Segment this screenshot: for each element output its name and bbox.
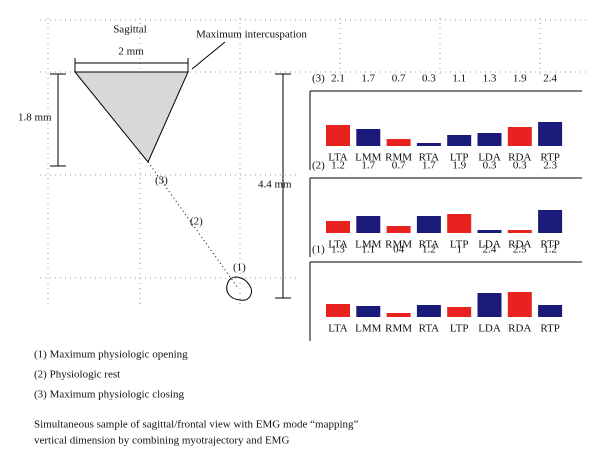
vertical-label: 4.4 mm: [258, 179, 292, 191]
category-label: LTA: [328, 323, 348, 335]
category-label: LTA: [328, 152, 348, 164]
value-label: 0.3: [483, 160, 497, 172]
panel-label: (2): [312, 160, 325, 172]
bar: [507, 127, 532, 146]
category-label: RMM: [385, 239, 412, 251]
width-label: 2 mm: [118, 46, 144, 58]
value-label: 1.2: [543, 244, 557, 256]
category-label: LMM: [355, 323, 382, 335]
category-label: RTP: [540, 239, 560, 251]
value-label: 0.7: [392, 73, 406, 85]
category-label: RTA: [419, 239, 440, 251]
caption: vertical dimension by combining myotraje…: [34, 435, 289, 447]
bar: [447, 307, 472, 317]
bar: [386, 226, 411, 233]
bar: [386, 139, 411, 146]
bar: [507, 292, 532, 317]
bar: [416, 216, 441, 233]
annotation: Maximum intercuspation: [196, 29, 307, 41]
value-label: 2.4: [543, 73, 557, 85]
category-label: RMM: [385, 152, 412, 164]
category-label: LTP: [450, 152, 469, 164]
value-label: 1.9: [452, 160, 466, 172]
value-label: 2.3: [543, 160, 557, 172]
point-label: (2): [190, 216, 203, 228]
bar: [326, 125, 350, 146]
value-label: 1.7: [361, 73, 375, 85]
bar: [538, 210, 563, 233]
value-label: 1.2: [422, 244, 436, 256]
panel-label: (1): [312, 244, 325, 256]
category-label: LDA: [478, 323, 501, 335]
dimension-lines: [50, 41, 291, 301]
category-label: LDA: [478, 152, 501, 164]
value-label: 1.3: [483, 73, 497, 85]
bar: [447, 214, 472, 233]
bar: [356, 216, 381, 233]
bar: [416, 143, 441, 146]
category-label: RDA: [508, 152, 531, 164]
value-label: 2.1: [331, 73, 345, 85]
value-label: 1.7: [422, 160, 436, 172]
point-label: (3): [155, 175, 168, 187]
bar: [326, 304, 350, 317]
value-label: 1.3: [331, 244, 345, 256]
category-label: RDA: [508, 239, 531, 251]
legend-item: (2) Physiologic rest: [34, 369, 120, 381]
category-label: RTA: [419, 152, 440, 164]
value-label: 1.1: [361, 244, 375, 256]
triangle: [73, 71, 189, 163]
category-label: RTP: [540, 152, 560, 164]
bar: [538, 305, 563, 317]
panel-label: (3): [312, 73, 325, 85]
view-title: Sagittal: [113, 24, 147, 36]
bar: [386, 313, 411, 317]
value-label: 2.5: [513, 244, 527, 256]
dotted-grid: [40, 18, 590, 305]
category-label: LTA: [328, 239, 348, 251]
category-label: RTP: [540, 323, 560, 335]
bar: [356, 306, 381, 317]
bar: [507, 230, 532, 233]
bar: [538, 122, 563, 146]
legend-item: (3) Maximum physiologic closing: [34, 389, 185, 401]
category-label: LMM: [355, 152, 382, 164]
category-label: RTA: [419, 323, 440, 335]
value-label: 1.2: [331, 160, 345, 172]
category-label: LDA: [478, 239, 501, 251]
category-label: RMM: [385, 323, 412, 335]
category-label: RDA: [508, 323, 531, 335]
value-label: 0.3: [422, 73, 436, 85]
value-label: 04: [393, 244, 405, 256]
value-label: 0.7: [392, 160, 406, 172]
value-label: 1.7: [361, 160, 375, 172]
category-label: LTP: [450, 239, 469, 251]
value-label: 2.4: [483, 244, 497, 256]
value-label: 0.3: [513, 160, 527, 172]
value-label: 1.1: [452, 73, 466, 85]
category-label: LTP: [450, 323, 469, 335]
value-label: 1: [456, 244, 462, 256]
bar: [477, 293, 502, 317]
bar: [477, 133, 502, 146]
caption: Simultaneous sample of sagittal/frontal …: [34, 419, 359, 431]
height-label: 1.8 mm: [18, 112, 52, 124]
bar: [447, 135, 472, 146]
bar: [477, 230, 502, 233]
value-label: 1.9: [513, 73, 527, 85]
legend-item: (1) Maximum physiologic opening: [34, 349, 188, 361]
point-label: (1): [233, 262, 246, 274]
bar: [356, 129, 381, 146]
bar: [326, 221, 350, 233]
category-label: LMM: [355, 239, 382, 251]
bar: [416, 305, 441, 317]
